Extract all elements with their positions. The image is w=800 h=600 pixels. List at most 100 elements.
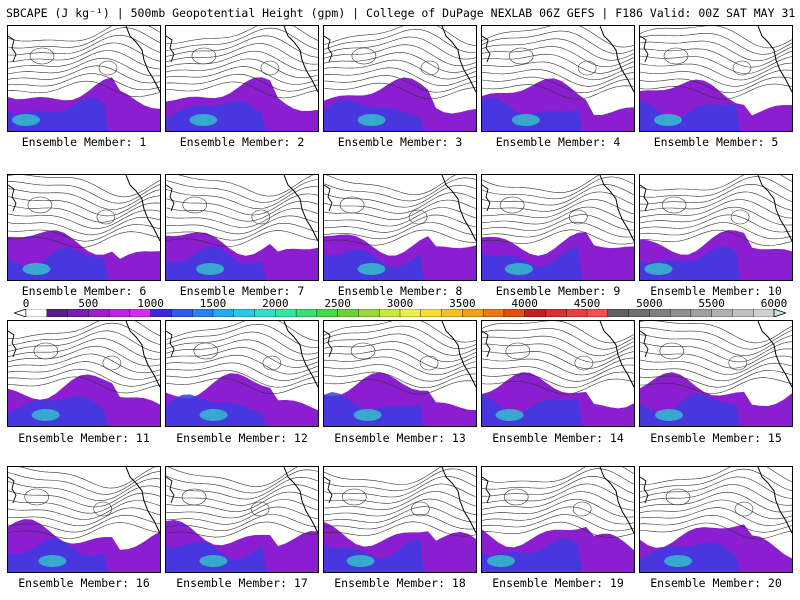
height-contour [166,354,318,375]
closed-height-contour [33,342,59,360]
height-contour [166,484,318,506]
coastline [441,321,476,388]
closed-height-contour [568,209,588,225]
height-contour [482,38,634,61]
coastline-asia [324,35,333,63]
coastline-asia [640,184,649,212]
closed-height-contour [419,355,439,371]
height-contour [482,229,634,245]
height-contour [482,69,634,87]
height-contour [482,328,634,350]
closed-height-contour [341,488,367,506]
coastline-asia [324,330,333,358]
height-contour [8,50,160,70]
height-contour [8,80,160,98]
height-contour [166,362,318,381]
coastline-asia [8,35,17,63]
height-contour [482,467,634,483]
height-contour [19,467,156,489]
cape-shading-high [357,263,386,275]
height-contour [324,184,476,208]
height-contour [8,34,160,56]
closed-height-contour [499,196,525,214]
colorbar-swatch [129,309,152,317]
height-contour [482,514,634,532]
height-contour [640,199,792,219]
height-contour [166,370,318,388]
ensemble-member-map [323,174,477,281]
height-contour [324,498,476,517]
height-contour [324,467,442,485]
coastline [599,26,634,93]
height-contour [640,362,792,382]
ensemble-member-map [165,25,319,132]
coastline-asia [8,184,17,212]
height-contour [166,469,318,494]
cape-shading-high [357,114,386,126]
ensemble-member-label: Ensemble Member: 9 [495,284,621,298]
height-contour [325,175,456,196]
ensemble-member-label: Ensemble Member: 17 [176,576,308,590]
closed-height-contour [665,488,691,506]
coastline [757,321,792,388]
colorbar-tick-label: 3000 [386,297,414,310]
colorbar-tick-label: 5500 [698,297,725,310]
colorbar-tick-label: 1500 [199,297,227,310]
colorbar-swatch [254,309,276,317]
cape-shading-high [38,555,67,567]
cape-shading-high [644,263,673,275]
height-contour [482,61,634,81]
height-contour [167,467,298,487]
height-contour [8,195,160,217]
map-plot [640,26,792,131]
closed-height-contour [663,47,689,65]
closed-height-contour [250,501,270,517]
height-contour [482,506,634,525]
map-plot [324,321,476,426]
colorbar-swatch [46,309,69,317]
height-contour [482,199,634,218]
height-contour [482,26,634,48]
closed-height-contour [508,47,534,65]
height-contour [324,67,476,86]
coastline-asia [8,330,17,358]
height-contour [482,491,634,511]
height-contour [324,199,476,220]
ensemble-member-label: Ensemble Member: 1 [21,135,147,149]
coastline-asia [640,35,649,63]
colorbar-swatch [607,309,630,317]
height-contour [640,206,792,226]
height-contour [8,492,160,514]
colorbar-tick-label: 3500 [449,297,476,310]
height-contour [640,176,792,198]
map-plot [166,175,318,280]
ensemble-member-map [481,466,635,573]
colorbar-tick-label: 5000 [636,297,663,310]
colorbar-swatch [524,309,546,317]
closed-height-contour [505,342,531,360]
height-contour [324,513,476,530]
colorbar-swatch [275,309,297,317]
height-contour [8,507,160,527]
ensemble-member-map [165,320,319,427]
cape-shading-high [487,555,515,567]
coastline-asia [166,35,175,63]
ensemble-member-map [639,466,793,573]
coastline-asia [482,184,491,212]
cape-shading-mid [8,395,108,426]
map-plot [8,175,160,280]
colorbar-swatch [337,309,359,317]
cape-shading-high [199,409,228,421]
map-plot [640,175,792,280]
height-contour [8,368,160,387]
height-contour [166,377,318,394]
ensemble-member-label: Ensemble Member: 12 [176,431,308,445]
height-contour [324,192,476,214]
height-contour [482,475,634,497]
height-contour [8,181,160,204]
closed-height-contour [93,501,112,517]
height-contour [8,345,160,367]
map-plot [324,26,476,131]
cape-shading-high [495,409,524,421]
ensemble-member-label: Ensemble Member: 10 [650,284,782,298]
